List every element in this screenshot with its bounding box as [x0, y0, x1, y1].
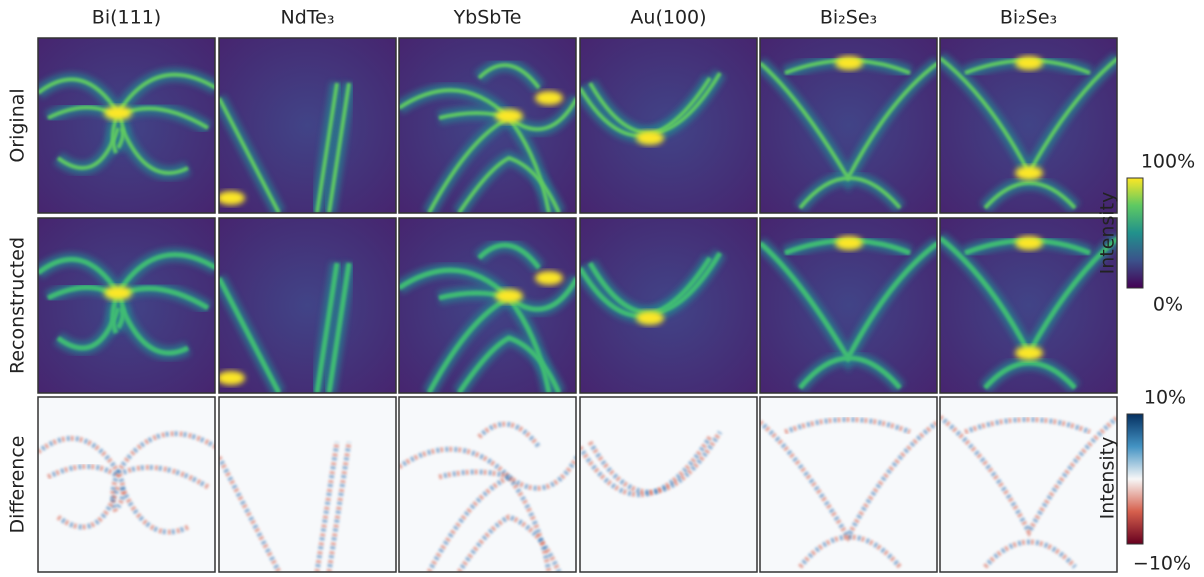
- panel: [399, 218, 577, 393]
- panel: [760, 38, 938, 213]
- colorbar-label: Intensity: [1097, 437, 1119, 520]
- panel: [760, 218, 938, 393]
- column-title: Bi₂Se₃: [1000, 7, 1057, 29]
- panel-image: [399, 397, 577, 572]
- column-title: Bi₂Se₃: [820, 7, 877, 29]
- panel-image: [38, 38, 216, 213]
- panel-bg: [219, 218, 396, 393]
- panel: [940, 397, 1118, 572]
- panel: [217, 218, 396, 393]
- panel: [940, 218, 1118, 393]
- hotspot: [535, 271, 563, 285]
- row-label: Difference: [7, 436, 29, 534]
- panel-bg: [399, 397, 576, 572]
- panel-bg: [940, 397, 1117, 572]
- hotspot: [104, 286, 132, 300]
- column-title: Au(100): [630, 7, 706, 29]
- panel: [399, 38, 577, 213]
- hotspot: [217, 191, 245, 205]
- panel: [38, 38, 216, 213]
- hotspot: [535, 91, 563, 105]
- colorbar-label: Intensity: [1097, 192, 1119, 275]
- colorbar-max: 100%: [1141, 151, 1195, 173]
- panel-image: [219, 397, 396, 572]
- panel-image: [217, 218, 396, 393]
- hotspot: [104, 106, 132, 120]
- panel: [217, 38, 396, 213]
- panel-image: [399, 218, 577, 393]
- figure: Bi(111) NdTe₃ YbSbTe Au(100) Bi₂Se₃ Bi₂Se₃ Ori…: [0, 0, 1204, 577]
- panel-image: [760, 397, 938, 572]
- panel-bg: [760, 397, 937, 572]
- row-label: Reconstructed: [7, 237, 29, 374]
- panel: [38, 218, 216, 393]
- hotspot: [636, 311, 664, 325]
- panel: [399, 397, 577, 572]
- panel-image: [38, 218, 216, 393]
- row-label: Original: [7, 88, 29, 162]
- panel-image: [760, 218, 938, 393]
- hotspot: [1015, 346, 1043, 360]
- colorbar-max: 10%: [1144, 387, 1186, 409]
- hotspot: [217, 371, 245, 385]
- colorbar-min: 0%: [1153, 294, 1183, 316]
- panel: [940, 38, 1118, 213]
- colorbar: [1127, 178, 1143, 288]
- column-title: YbSbTe: [453, 7, 522, 29]
- hotspot: [495, 109, 523, 123]
- panel-bg: [38, 397, 215, 572]
- panel-image: [580, 397, 757, 572]
- panel-image: [399, 38, 577, 213]
- panel: [580, 38, 757, 213]
- hotspot: [1015, 236, 1043, 250]
- panel: [219, 397, 396, 572]
- panel-image: [580, 38, 757, 213]
- hotspot: [835, 56, 863, 70]
- hotspot: [1015, 56, 1043, 70]
- panel-image: [38, 397, 216, 572]
- panel-image: [940, 38, 1118, 213]
- hotspot: [495, 289, 523, 303]
- colorbar: [1127, 414, 1143, 544]
- panel-image: [940, 397, 1118, 572]
- panel-bg: [219, 38, 396, 213]
- hotspot: [1015, 166, 1043, 180]
- hotspot: [835, 236, 863, 250]
- panel-bg: [219, 397, 396, 572]
- column-title: Bi(111): [92, 7, 161, 29]
- panel: [580, 218, 757, 393]
- panel: [580, 397, 757, 572]
- colorbar-min: −10%: [1133, 553, 1191, 575]
- panel-image: [217, 38, 396, 213]
- panel: [38, 397, 216, 572]
- panel-image: [760, 38, 938, 213]
- panel-image: [580, 218, 757, 393]
- column-title: NdTe₃: [281, 7, 335, 29]
- panel: [760, 397, 938, 572]
- hotspot: [636, 131, 664, 145]
- panel-image: [940, 218, 1118, 393]
